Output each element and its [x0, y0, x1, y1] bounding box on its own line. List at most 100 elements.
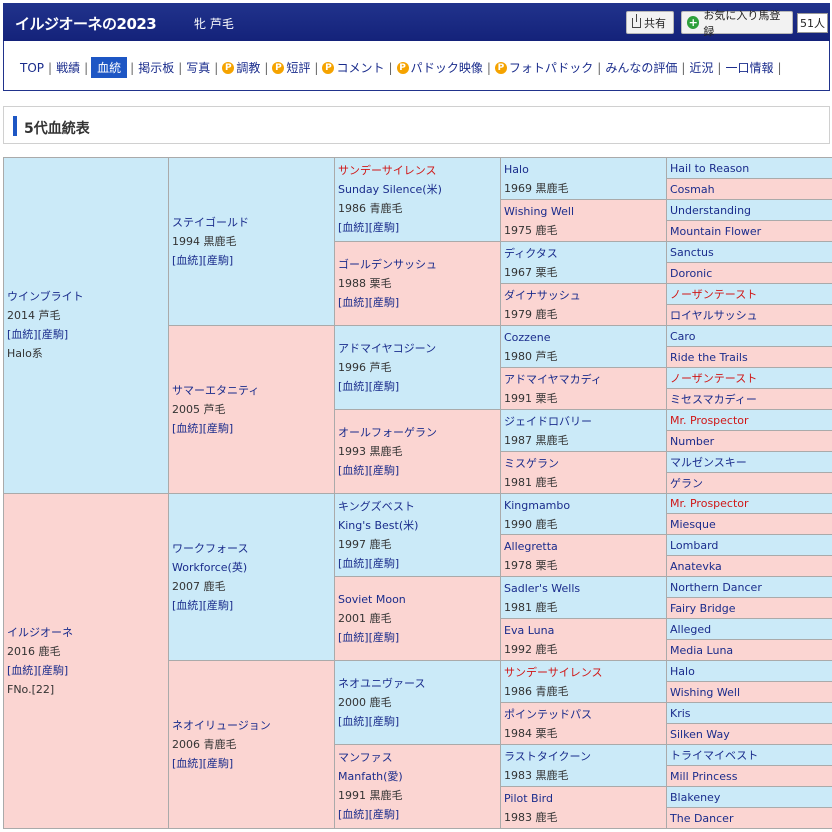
horse-name[interactable]: The Dancer [670, 811, 734, 825]
horse-name[interactable]: ノーザンテースト [670, 371, 758, 385]
horse-name[interactable]: アドマイヤコジーン [338, 342, 437, 355]
horse-name[interactable]: Ride the Trails [670, 350, 748, 364]
horse-name[interactable]: Doronic [670, 266, 713, 280]
horse-name[interactable]: ロイヤルサッシュ [670, 308, 758, 322]
horse-name[interactable]: トライマイベスト [670, 748, 759, 762]
horse-name[interactable]: ウインブライト [7, 290, 84, 303]
horse-name[interactable]: ノーザンテースト [670, 287, 758, 301]
tab-3[interactable]: 掲示板 [134, 59, 178, 76]
horse-name[interactable]: Halo [504, 163, 529, 176]
horse-name[interactable]: Wishing Well [670, 685, 741, 699]
tab-10[interactable]: みんなの評価 [601, 59, 681, 76]
horse-name[interactable]: Kingmambo [504, 499, 571, 512]
horse-name[interactable]: Cozzene [504, 331, 551, 344]
horse-name[interactable]: Blakeney [670, 790, 721, 804]
tab-8[interactable]: P パドック映像 [393, 59, 487, 76]
tab-4[interactable]: 写真 [182, 59, 214, 76]
pedigree-links[interactable]: [血統][産駒] [338, 221, 400, 234]
tab-12[interactable]: 一口情報 [721, 59, 777, 76]
horse-name[interactable]: ネオユニヴァース [338, 677, 426, 690]
horse-name[interactable]: Eva Luna [504, 624, 555, 637]
pedigree-links[interactable]: [血統][産駒] [172, 757, 234, 770]
horse-name[interactable]: ポインテッドパス [504, 708, 592, 721]
pedigree-cell: ノーザンテースト [666, 367, 832, 389]
pedigree-links[interactable]: [血統][産駒] [338, 380, 400, 393]
horse-name[interactable]: マルゼンスキー [670, 455, 747, 469]
horse-name[interactable]: Fairy Bridge [670, 601, 736, 615]
tab-11[interactable]: 近況 [685, 59, 717, 76]
pedigree-links[interactable]: [血統][産駒] [338, 557, 400, 570]
pedigree-links[interactable]: [血統][産駒] [172, 422, 234, 435]
horse-name[interactable]: Media Luna [670, 643, 734, 657]
horse-name[interactable]: Allegretta [504, 540, 558, 553]
horse-name[interactable]: オールフォーゲラン [338, 426, 437, 439]
horse-name[interactable]: ミセスマカディー [670, 392, 757, 406]
pedigree-links[interactable]: [血統][産駒] [338, 464, 400, 477]
pedigree-cell: Kingmambo 1990 鹿毛 [500, 493, 667, 535]
pedigree-links[interactable]: [血統][産駒] [338, 808, 400, 821]
horse-name[interactable]: Silken Way [670, 727, 730, 741]
horse-name[interactable]: Sadler's Wells [504, 582, 581, 595]
horse-name[interactable]: Soviet Moon [338, 593, 406, 606]
horse-name[interactable]: Cosmah [670, 182, 715, 196]
horse-name[interactable]: Pilot Bird [504, 792, 553, 805]
horse-name[interactable]: キングズベスト [338, 500, 415, 513]
horse-name[interactable]: Halo [670, 664, 695, 678]
tab-7[interactable]: P コメント [318, 59, 388, 76]
horse-name[interactable]: サンデーサイレンス [338, 164, 437, 177]
pedigree-links[interactable]: [血統][産駒] [172, 599, 234, 612]
pedigree-links[interactable]: [血統][産駒] [338, 296, 400, 309]
horse-name[interactable]: サマーエタニティ [172, 384, 260, 397]
horse-name[interactable]: Wishing Well [504, 205, 575, 218]
horse-name[interactable]: Caro [670, 329, 696, 343]
horse-name[interactable]: Northern Dancer [670, 580, 762, 594]
pedigree-links[interactable]: [血統][産駒] [7, 328, 69, 341]
horse-name[interactable]: Sanctus [670, 245, 714, 259]
horse-foreign-name[interactable]: Sunday Silence(米) [338, 183, 442, 196]
horse-name[interactable]: イルジオーネ [7, 626, 73, 639]
tab-0[interactable]: TOP [16, 61, 48, 75]
horse-name[interactable]: ジェイドロバリー [504, 415, 592, 428]
horse-name[interactable]: ステイゴールド [172, 216, 249, 229]
horse-foreign-name[interactable]: Manfath(愛) [338, 770, 403, 783]
horse-name[interactable]: Mountain Flower [670, 224, 762, 238]
horse-name[interactable]: ミスゲラン [504, 457, 559, 470]
horse-name[interactable]: Lombard [670, 538, 719, 552]
tab-9[interactable]: P フォトパドック [491, 59, 597, 76]
horse-name[interactable]: Mr. Prospector [670, 497, 749, 510]
horse-name[interactable]: ゴールデンサッシュ [338, 258, 437, 271]
horse-name[interactable]: Hail to Reason [670, 161, 750, 175]
pedigree-links[interactable]: [血統][産駒] [338, 631, 400, 644]
horse-name[interactable]: Anatevka [670, 559, 722, 573]
pedigree-cell: ラストタイクーン 1983 黒鹿毛 [500, 744, 667, 787]
horse-name[interactable]: Mr. Prospector [670, 413, 749, 427]
horse-year-color: 1992 鹿毛 [504, 643, 558, 656]
horse-foreign-name[interactable]: King's Best(米) [338, 519, 419, 532]
horse-foreign-name[interactable]: Workforce(英) [172, 561, 248, 574]
horse-name[interactable]: Miesque [670, 517, 716, 531]
tab-2[interactable]: 血統 [91, 57, 128, 78]
horse-name[interactable]: ディクタス [504, 247, 558, 260]
pedigree-links[interactable]: [血統][産駒] [338, 715, 400, 728]
tab-1[interactable]: 戦績 [52, 59, 84, 76]
horse-name[interactable]: Kris [670, 706, 691, 720]
horse-name[interactable]: アドマイヤマカディ [504, 373, 602, 386]
horse-name[interactable]: Number [670, 434, 715, 448]
horse-name[interactable]: マンファス [338, 751, 393, 764]
horse-name[interactable]: ワークフォース [172, 542, 249, 555]
pedigree-links[interactable]: [血統][産駒] [172, 254, 234, 267]
share-button[interactable]: 共有 [626, 11, 674, 34]
horse-name[interactable]: Mill Princess [670, 769, 738, 783]
pedigree-cell: Anatevka [666, 555, 832, 577]
horse-name[interactable]: ダイナサッシュ [504, 289, 581, 302]
tab-6[interactable]: P 短評 [268, 59, 314, 76]
horse-name[interactable]: Alleged [670, 622, 712, 636]
horse-name[interactable]: サンデーサイレンス [504, 666, 603, 679]
pedigree-links[interactable]: [血統][産駒] [7, 664, 69, 677]
tab-5[interactable]: P 調教 [218, 59, 264, 76]
horse-name[interactable]: Understanding [670, 203, 752, 217]
horse-name[interactable]: ゲラン [670, 476, 703, 490]
horse-name[interactable]: ラストタイクーン [504, 750, 592, 763]
horse-name[interactable]: ネオイリュージョン [172, 719, 271, 732]
favorite-button[interactable]: + お気に入り馬登録 [681, 9, 793, 38]
